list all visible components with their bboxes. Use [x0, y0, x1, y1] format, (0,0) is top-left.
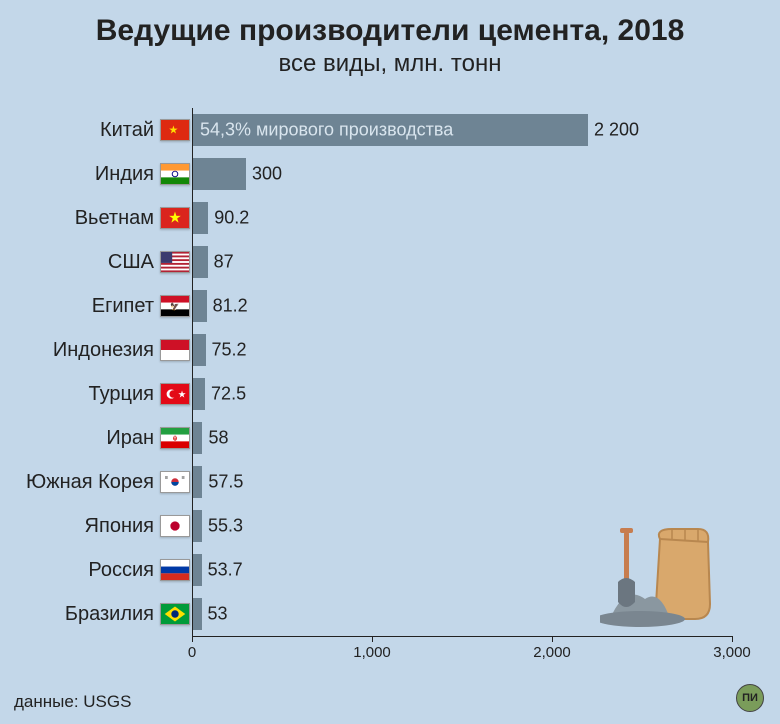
svg-text:★: ★ [168, 210, 181, 227]
country-label: Южная Корея [0, 471, 160, 494]
bar-value: 55.3 [208, 516, 243, 537]
chart-title: Ведущие производители цемента, 2018 [0, 0, 780, 48]
chart-row: Турция ★ 72.5 [0, 372, 780, 416]
country-label: Египет [0, 295, 160, 318]
cement-bag-icon [600, 524, 720, 634]
country-label: США [0, 251, 160, 274]
country-label: Россия [0, 559, 160, 582]
source-label: данные: USGS [14, 692, 131, 712]
bar [192, 598, 202, 630]
country-label: Индия [0, 163, 160, 186]
x-tick-label: 3,000 [713, 644, 751, 661]
bar-value: 300 [252, 164, 282, 185]
bar-value: 81.2 [213, 296, 248, 317]
flag-icon [160, 515, 190, 537]
flag-icon: ☬ [160, 427, 190, 449]
bar-value: 87 [214, 252, 234, 273]
chart-row: Вьетнам ★ 90.2 [0, 196, 780, 240]
bar-annotation: 54,3% мирового производства [200, 120, 453, 141]
country-label: Китай [0, 119, 160, 142]
chart-row: США 87 [0, 240, 780, 284]
country-label: Иран [0, 427, 160, 450]
chart-row: Иран ☬ 58 [0, 416, 780, 460]
x-axis [192, 636, 732, 637]
svg-text:★: ★ [168, 125, 178, 137]
bar-value: 57.5 [208, 472, 243, 493]
x-tick-label: 2,000 [533, 644, 571, 661]
bar-value: 90.2 [214, 208, 249, 229]
bar-value: 2 200 [594, 120, 639, 141]
flag-icon: ≡≡ [160, 471, 190, 493]
flag-icon: 🦅 [160, 295, 190, 317]
bar [192, 422, 202, 454]
bar [192, 202, 208, 234]
svg-text:🦅: 🦅 [170, 302, 179, 311]
x-tick-label: 0 [188, 644, 196, 661]
logo-badge: ПИ [736, 684, 764, 712]
flag-icon: ★ [160, 383, 190, 405]
bar-value: 72.5 [211, 384, 246, 405]
flag-icon [160, 163, 190, 185]
country-label: Вьетнам [0, 207, 160, 230]
flag-icon [160, 251, 190, 273]
bar: 54,3% мирового производства [192, 114, 588, 146]
bar [192, 290, 207, 322]
y-axis [192, 108, 193, 636]
bar [192, 246, 208, 278]
flag-icon: ★ [160, 207, 190, 229]
bar [192, 510, 202, 542]
country-label: Турция [0, 383, 160, 406]
bar [192, 158, 246, 190]
bar [192, 334, 206, 366]
svg-text:≡: ≡ [182, 475, 185, 481]
country-label: Япония [0, 515, 160, 538]
chart-row: Китай ★ 54,3% мирового производства 2 200 [0, 108, 780, 152]
svg-text:☬: ☬ [172, 434, 177, 443]
bar [192, 378, 205, 410]
bar-value: 58 [208, 428, 228, 449]
bar-value: 53 [208, 604, 228, 625]
chart-row: Южная Корея≡≡57.5 [0, 460, 780, 504]
bar-value: 75.2 [212, 340, 247, 361]
chart-subtitle: все виды, млн. тонн [0, 50, 780, 78]
flag-icon [160, 559, 190, 581]
bar [192, 554, 202, 586]
chart-row: Египет 🦅 81.2 [0, 284, 780, 328]
svg-text:≡: ≡ [165, 475, 168, 481]
chart-row: Индия 300 [0, 152, 780, 196]
flag-icon [160, 603, 190, 625]
flag-icon: ★ [160, 119, 190, 141]
bar-value: 53.7 [208, 560, 243, 581]
x-tick-label: 1,000 [353, 644, 391, 661]
country-label: Индонезия [0, 339, 160, 362]
flag-icon [160, 339, 190, 361]
country-label: Бразилия [0, 603, 160, 626]
bar [192, 466, 202, 498]
chart-row: Индонезия 75.2 [0, 328, 780, 372]
svg-text:★: ★ [178, 390, 186, 400]
